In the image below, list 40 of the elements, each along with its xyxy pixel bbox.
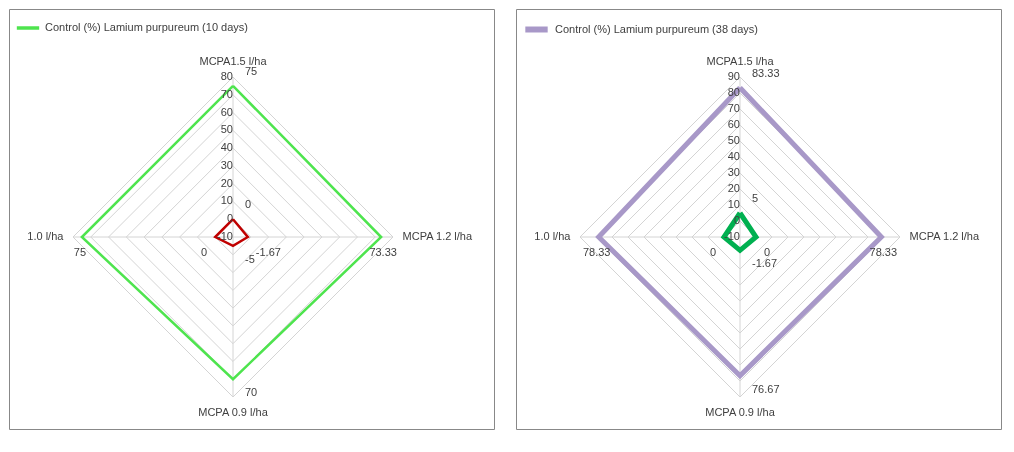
y-tick-label: 50 — [727, 134, 740, 146]
y-tick-label: 80 — [220, 70, 233, 82]
spoke-label: 1.0 l/ha — [27, 230, 65, 242]
spoke-label: MCPA1.5 l/ha — [706, 55, 775, 68]
y-tick-label: 60 — [727, 118, 740, 130]
y-tick-label: 30 — [727, 166, 740, 178]
spoke-label: 1.0 l/ha — [534, 230, 572, 242]
y-tick-label: 90 — [727, 70, 740, 82]
data-label: 73.33 — [369, 246, 397, 258]
y-tick-label: 40 — [727, 150, 740, 162]
data-label: 70 — [245, 386, 258, 399]
data-label: -1.67 — [255, 246, 281, 258]
data-label: 0 — [201, 246, 208, 258]
spoke-label: MCPA 0.9 l/ha — [705, 405, 776, 418]
y-tick-label: 10 — [220, 194, 233, 207]
y-tick-label: 10 — [727, 198, 740, 210]
data-label: 0 — [709, 246, 716, 258]
data-label: 83.33 — [752, 66, 780, 79]
data-label: 78.33 — [869, 246, 898, 258]
data-label: 0 — [764, 246, 771, 258]
y-tick-label: 20 — [220, 176, 233, 189]
data-label: 0 — [245, 198, 252, 211]
spoke-label: MCPA 1.2 l/ha — [402, 230, 473, 242]
y-tick-label: 60 — [220, 105, 233, 118]
y-tick-label: 20 — [727, 182, 740, 194]
data-label: 5 — [752, 192, 759, 204]
data-label: 78.33 — [582, 246, 611, 258]
y-tick-label: 40 — [220, 141, 233, 154]
legend-label: Control (%) Lamium purpureum (10 days) — [45, 21, 248, 33]
y-tick-label: 0 — [733, 214, 740, 226]
legend-label: Control (%) Lamium purpureum (38 days) — [555, 22, 758, 35]
spoke-label: MCPA 1.2 l/ha — [909, 230, 980, 242]
data-label: -5 — [245, 252, 255, 265]
data-label: -1.67 — [752, 257, 778, 270]
data-label: 76.67 — [752, 382, 780, 395]
data-label: 75 — [73, 246, 87, 258]
y-tick-label: 50 — [220, 123, 233, 136]
y-tick-label: 70 — [727, 102, 740, 114]
spoke-label: MCPA 0.9 l/ha — [198, 405, 269, 418]
y-tick-label: 30 — [220, 158, 233, 171]
